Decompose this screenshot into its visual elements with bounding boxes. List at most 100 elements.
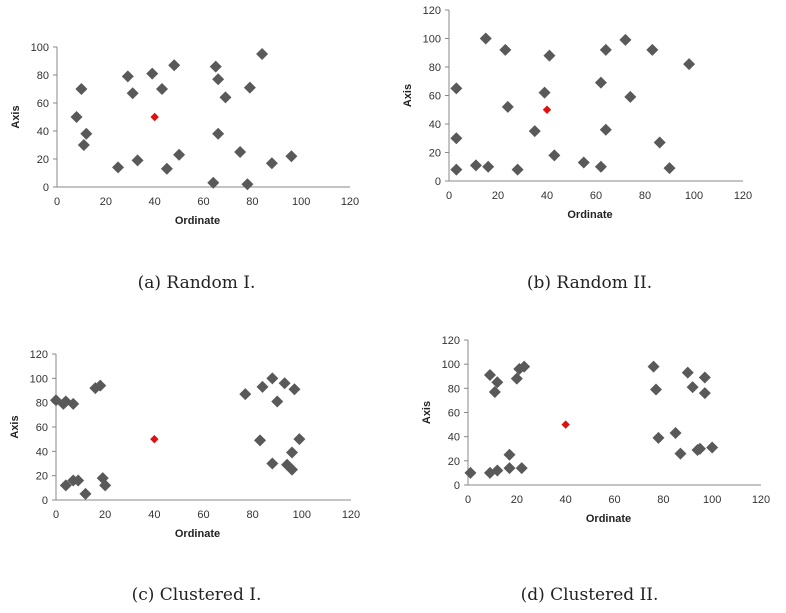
x-axis-label: Ordinate: [175, 215, 220, 227]
y-tick-label: 40: [448, 432, 460, 444]
data-point: [293, 433, 306, 446]
data-point: [669, 427, 682, 440]
scatter-panel-clustered-2: 0 20 40 60 80 100 120 0 20 40 60 80 100 120 Ordinate Ax…: [393, 325, 786, 613]
data-point: [479, 32, 492, 45]
data-point: [511, 163, 524, 176]
data-point: [594, 76, 607, 89]
x-axis-label: Ordinate: [175, 528, 220, 540]
data-point: [653, 136, 666, 149]
data-point: [450, 82, 463, 95]
data-point: [548, 149, 561, 162]
x-tick-label: 80: [639, 190, 651, 202]
data-point: [464, 466, 477, 479]
x-tick-label: 100: [685, 190, 703, 202]
target-point: [561, 420, 570, 429]
data-point: [488, 385, 501, 398]
y-tick-label: 100: [423, 34, 441, 46]
caption-clustered-1: (c) Clustered I.: [131, 585, 262, 605]
y-tick-label: 60: [36, 422, 48, 434]
y-tick-label: 60: [429, 91, 441, 103]
x-tick-label: 40: [541, 190, 553, 202]
y-axis-label: Axis: [402, 84, 414, 107]
x-tick-label: 20: [99, 509, 111, 521]
y-axis-label: Axis: [421, 401, 433, 424]
y-tick-label: 80: [37, 70, 49, 82]
data-point: [79, 487, 92, 500]
data-point: [212, 73, 225, 86]
data-point: [528, 125, 541, 138]
data-point: [482, 160, 495, 173]
data-point: [239, 388, 252, 401]
y-tick-label: 100: [31, 42, 49, 54]
data-point: [577, 156, 590, 169]
data-point: [59, 395, 72, 408]
data-point: [50, 394, 62, 407]
data-point: [286, 463, 298, 476]
data-point: [173, 148, 186, 161]
data-point: [207, 176, 220, 189]
y-tick-label: 20: [448, 456, 460, 468]
x-tick-label: 60: [197, 509, 209, 521]
data-point: [663, 162, 676, 175]
data-point: [243, 81, 256, 94]
data-point: [286, 446, 298, 459]
x-tick-label: 40: [560, 494, 572, 506]
data-point: [491, 464, 504, 477]
data-point: [624, 90, 637, 103]
data-point: [288, 383, 301, 396]
data-point: [219, 91, 232, 104]
y-tick-label: 80: [448, 383, 460, 395]
x-tick-label: 120: [342, 509, 360, 521]
data-point: [599, 43, 612, 56]
data-point: [510, 372, 523, 385]
data-point: [686, 381, 699, 394]
x-tick-label: 120: [341, 196, 359, 208]
caption-random-1: (a) Random I.: [137, 273, 256, 293]
data-point: [499, 43, 512, 56]
y-tick-label: 120: [30, 349, 48, 361]
y-tick-label: 100: [30, 373, 48, 385]
x-tick-label: 80: [657, 494, 669, 506]
data-point: [99, 479, 112, 492]
x-tick-label: 60: [590, 190, 602, 202]
target-point: [542, 105, 552, 114]
data-point: [538, 86, 551, 99]
data-point: [619, 33, 632, 46]
x-tick-label: 0: [53, 509, 59, 521]
x-axis-label: Ordinate: [567, 209, 612, 221]
data-point: [70, 111, 83, 123]
x-tick-label: 100: [292, 196, 310, 208]
x-tick-label: 100: [293, 509, 311, 521]
target-point: [150, 434, 159, 444]
y-tick-label: 80: [36, 398, 48, 410]
data-point: [265, 157, 278, 170]
data-point: [513, 363, 526, 375]
y-tick-label: 40: [36, 446, 48, 458]
data-point: [266, 372, 279, 385]
data-point: [450, 132, 463, 145]
data-point: [285, 150, 298, 163]
data-point: [266, 457, 279, 470]
data-point: [212, 127, 225, 140]
caption-random-2: (b) Random II.: [526, 273, 653, 293]
y-tick-label: 0: [42, 495, 48, 507]
data-point: [491, 376, 504, 389]
data-point: [674, 447, 687, 460]
x-axis-label: Ordinate: [586, 513, 631, 525]
scatter-plot-random-1: 0 20 40 60 80 100 0 20 40 60 80 100 120 Ordinate Axis: [10, 42, 359, 227]
y-tick-label: 40: [37, 126, 49, 138]
y-tick-label: 20: [429, 148, 441, 160]
x-tick-label: 40: [149, 196, 161, 208]
data-point: [80, 127, 93, 140]
data-point: [75, 83, 88, 95]
data-point: [121, 70, 134, 83]
y-tick-label: 20: [37, 154, 49, 166]
data-point: [168, 59, 181, 72]
data-point: [469, 159, 482, 172]
data-point: [271, 395, 284, 408]
y-tick-label: 0: [435, 176, 441, 188]
data-point: [67, 397, 80, 410]
data-point: [650, 383, 663, 396]
data-point: [256, 48, 269, 60]
x-tick-label: 20: [100, 196, 112, 208]
